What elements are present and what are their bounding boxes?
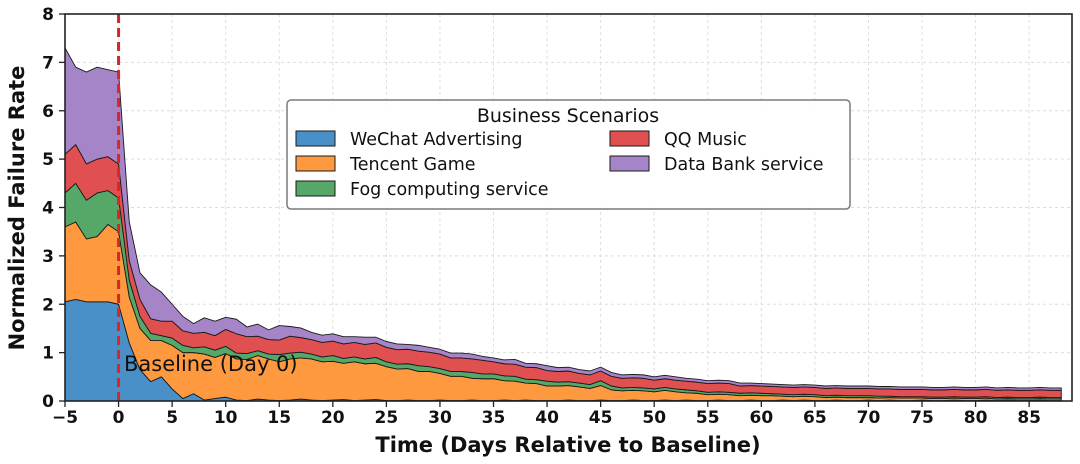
x-tick-label-11: 50 xyxy=(642,408,666,428)
x-tick-label-7: 30 xyxy=(428,408,452,428)
y-tick-label-8: 8 xyxy=(42,5,54,25)
x-tick-label-6: 25 xyxy=(375,408,399,428)
x-tick-label-4: 15 xyxy=(267,408,291,428)
y-tick-label-6: 6 xyxy=(42,102,54,122)
legend: Business Scenarios WeChat Advertising Ten… xyxy=(286,99,851,210)
x-axis-title: Time (Days Relative to Baseline) xyxy=(375,433,760,457)
x-tick-label-0: −5 xyxy=(52,408,78,428)
x-tick-label-10: 45 xyxy=(589,408,613,428)
legend-label-1: Tencent Game xyxy=(349,155,476,175)
y-tick-label-1: 1 xyxy=(42,344,54,364)
y-tick-label-5: 5 xyxy=(42,150,54,170)
y-tick-label-0: 0 xyxy=(42,392,54,412)
y-tick-label-4: 4 xyxy=(42,199,54,219)
x-tick-label-13: 60 xyxy=(749,408,773,428)
x-tick-label-3: 10 xyxy=(214,408,238,428)
y-tick-label-7: 7 xyxy=(42,53,54,73)
x-tick-label-16: 75 xyxy=(910,408,934,428)
y-tick-label-2: 2 xyxy=(42,295,54,315)
x-tick-label-15: 70 xyxy=(857,408,881,428)
y-tick-label-3: 3 xyxy=(42,247,54,267)
legend-label-4: Data Bank service xyxy=(664,155,824,175)
legend-swatch-2 xyxy=(295,180,336,197)
legend-swatch-1 xyxy=(295,155,336,172)
x-tick-label-14: 65 xyxy=(803,408,827,428)
legend-swatch-3 xyxy=(609,130,650,147)
annotation-baseline-label: Baseline (Day 0) xyxy=(124,352,298,376)
x-tick-label-8: 35 xyxy=(482,408,506,428)
legend-swatch-4 xyxy=(609,155,650,172)
x-tick-label-17: 80 xyxy=(964,408,988,428)
y-axis-title: Normalized Failure Rate xyxy=(5,66,29,351)
legend-title: Business Scenarios xyxy=(477,105,659,127)
x-tick-label-18: 85 xyxy=(1017,408,1041,428)
x-tick-label-12: 55 xyxy=(696,408,720,428)
area-series-4 xyxy=(64,47,1062,391)
legend-box xyxy=(286,99,851,210)
y-axis-ticks: 0 1 2 3 4 5 6 7 8 xyxy=(42,5,65,412)
x-axis-ticks: −5 0 5 10 15 20 25 30 35 40 45 50 55 60 65 70 75 80 85 xyxy=(52,401,1041,428)
legend-label-2: Fog computing service xyxy=(350,180,549,200)
x-tick-label-2: 5 xyxy=(166,408,178,428)
x-tick-label-9: 40 xyxy=(535,408,559,428)
legend-label-3: QQ Music xyxy=(664,130,747,150)
legend-label-0: WeChat Advertising xyxy=(350,130,523,150)
x-tick-label-5: 20 xyxy=(321,408,345,428)
x-tick-label-1: 0 xyxy=(113,408,125,428)
legend-swatch-0 xyxy=(295,130,336,147)
